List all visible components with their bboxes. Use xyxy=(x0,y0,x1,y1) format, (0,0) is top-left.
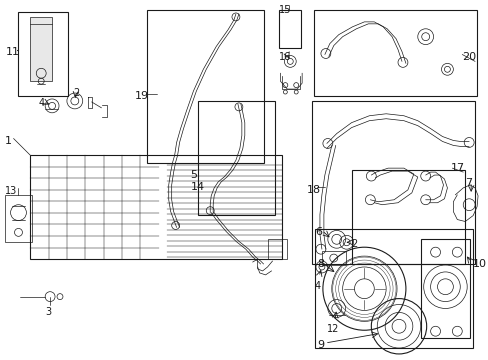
Bar xyxy=(19,12,68,96)
Text: 2: 2 xyxy=(351,239,357,249)
Bar xyxy=(321,251,345,265)
Text: 5: 5 xyxy=(190,170,197,180)
Text: 3: 3 xyxy=(45,306,51,316)
Bar xyxy=(147,10,263,163)
Text: 18: 18 xyxy=(306,185,321,195)
Text: 16: 16 xyxy=(279,51,291,62)
Bar xyxy=(198,101,275,215)
Bar xyxy=(351,170,464,264)
Text: 9: 9 xyxy=(316,340,324,350)
Text: 14: 14 xyxy=(190,182,204,192)
Text: 19: 19 xyxy=(135,91,149,101)
Bar xyxy=(420,239,469,338)
Text: 8: 8 xyxy=(316,259,324,269)
Text: 20: 20 xyxy=(461,51,475,62)
Text: 10: 10 xyxy=(472,259,486,269)
Bar xyxy=(30,17,52,81)
Text: 11: 11 xyxy=(6,46,20,57)
Text: 4: 4 xyxy=(314,281,321,291)
Text: 6: 6 xyxy=(314,228,321,238)
Bar xyxy=(311,101,474,264)
Bar xyxy=(313,10,476,96)
Text: 7: 7 xyxy=(464,178,471,188)
Bar xyxy=(267,239,287,259)
Text: 4: 4 xyxy=(38,98,44,108)
Bar xyxy=(279,10,301,48)
Text: 17: 17 xyxy=(449,163,464,173)
Bar xyxy=(314,229,472,348)
Bar xyxy=(30,155,282,259)
Bar xyxy=(5,195,32,242)
Text: 2: 2 xyxy=(73,88,79,98)
Text: 12: 12 xyxy=(326,324,339,334)
Text: 1: 1 xyxy=(5,135,12,145)
Text: 15: 15 xyxy=(279,5,291,15)
Text: 13: 13 xyxy=(5,186,17,196)
